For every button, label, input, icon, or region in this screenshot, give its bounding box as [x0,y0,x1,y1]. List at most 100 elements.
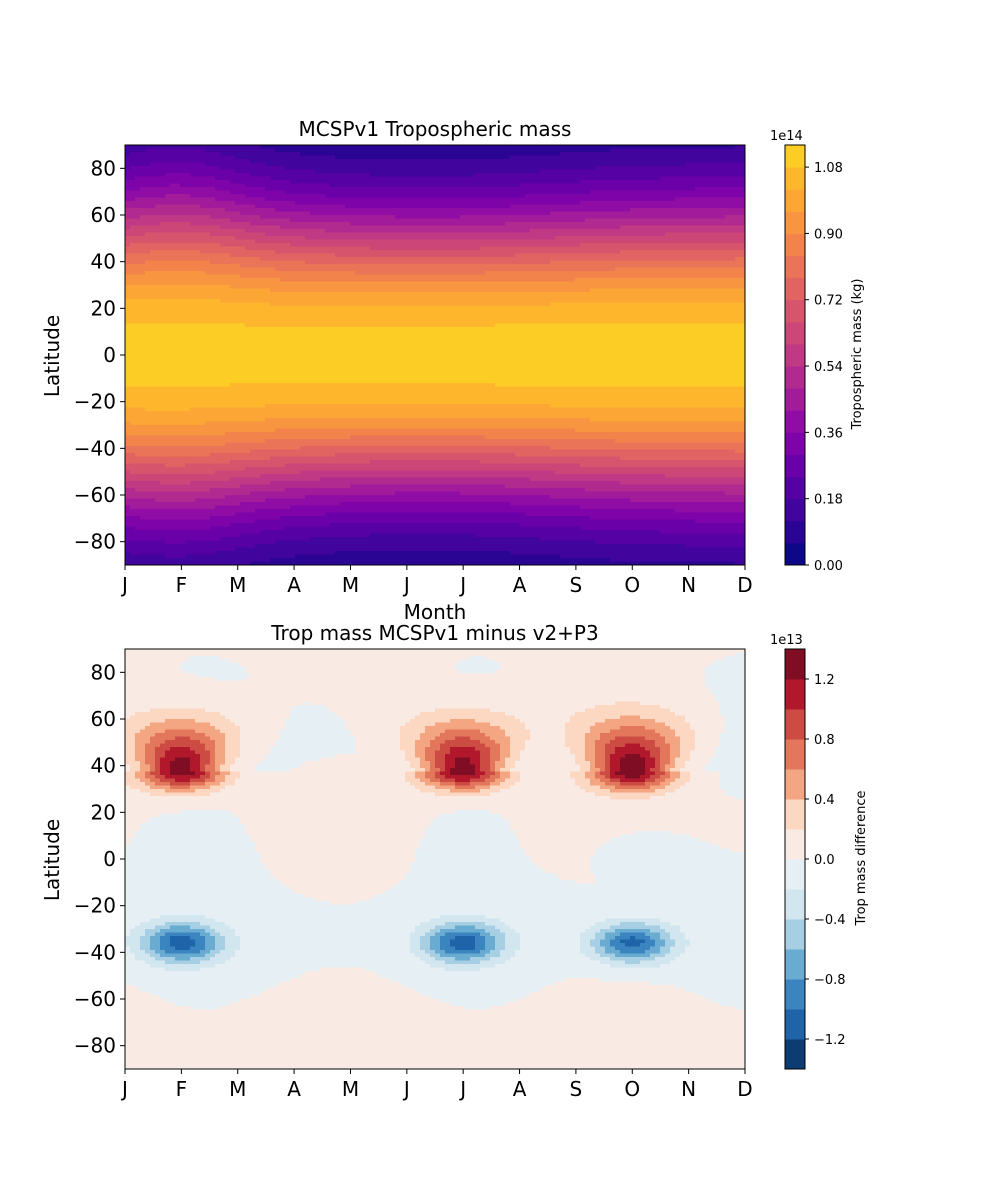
field-cell [430,778,441,783]
field-cell [280,736,356,741]
field-cell [470,761,481,766]
field-cell [215,743,226,748]
field-cell [125,533,241,538]
field-cell [135,743,146,748]
field-cell [240,999,441,1004]
field-cell [505,946,521,951]
field-cell [420,733,441,738]
field-cell [140,936,151,941]
field-cell [125,197,136,202]
field-cell [670,768,681,773]
field-cell [240,747,271,752]
field-cell [405,754,416,759]
field-cell [430,824,511,829]
x-tick-label: M [342,573,359,597]
field-cell [595,757,606,762]
field-cell [320,967,366,972]
field-cell [515,253,745,258]
field-cell [355,750,406,755]
field-cell [260,859,416,864]
field-cell [160,743,206,748]
field-cell [200,922,226,927]
x-tick-label: D [737,1077,752,1101]
field-cell [720,701,745,706]
field-cell [165,960,201,965]
field-cell [725,656,745,661]
field-cell [720,712,745,717]
field-cell [260,992,421,997]
field-cell [205,743,216,748]
field-cell [125,677,216,682]
field-cell [685,715,726,720]
field-cell [135,733,156,738]
field-cell [655,943,666,948]
field-cell [125,264,241,269]
field-cell [685,761,711,766]
field-cell [435,757,446,762]
field-cell [350,435,486,440]
field-cell [130,932,146,937]
field-cell [210,785,226,790]
field-cell [510,750,521,755]
field-cell [525,740,566,745]
field-cell [225,736,241,741]
field-cell [255,239,745,244]
field-cell [135,747,146,752]
x-tick-label: S [570,573,583,597]
field-cell [125,768,131,773]
field-cell [495,771,501,776]
field-cell [205,936,216,941]
field-cell [650,981,745,986]
field-cell [220,932,236,937]
field-cell [735,561,745,565]
field-cell [210,260,306,265]
field-cell [435,957,456,962]
field-cell [165,540,186,545]
field-cell [155,498,196,503]
field-cell [400,880,576,885]
field-cell [595,750,606,755]
field-cell [350,729,401,734]
field-cell [605,918,661,923]
field-cell [140,943,151,948]
field-cell [240,936,411,941]
field-cell [645,771,656,776]
field-cell [645,747,661,752]
field-cell [125,1013,745,1018]
field-cell [580,936,596,941]
field-cell [580,932,596,937]
field-cell [505,922,596,927]
field-cell [675,985,745,990]
field-cell [510,827,745,832]
field-cell [125,313,745,318]
field-cell [670,946,686,951]
colorbar-level [785,829,805,860]
field-cell [200,757,211,762]
field-cell [240,484,351,489]
field-cell [355,271,486,276]
field-cell [125,1002,176,1007]
field-cell [435,754,446,759]
field-cell [125,981,281,986]
field-cell [140,215,211,220]
field-cell [595,740,611,745]
field-cell [260,855,416,860]
field-cell [410,932,426,937]
field-cell [205,929,216,934]
field-cell [610,789,656,794]
field-cell [135,757,146,762]
field-cell [685,782,721,787]
field-cell [675,957,745,962]
field-cell [265,404,551,409]
field-cell [125,866,266,871]
field-cell [610,757,621,762]
field-cell [145,754,156,759]
field-cell [525,995,706,1000]
field-cell [230,768,256,773]
field-cell [595,764,606,769]
field-cell [610,768,621,773]
field-cell [190,173,251,178]
field-cell [475,925,496,930]
field-cell [490,754,501,759]
trop-mass-difference-panel: Trop mass MCSPv1 minus v2+P3 806040200−2… [40,621,869,1101]
